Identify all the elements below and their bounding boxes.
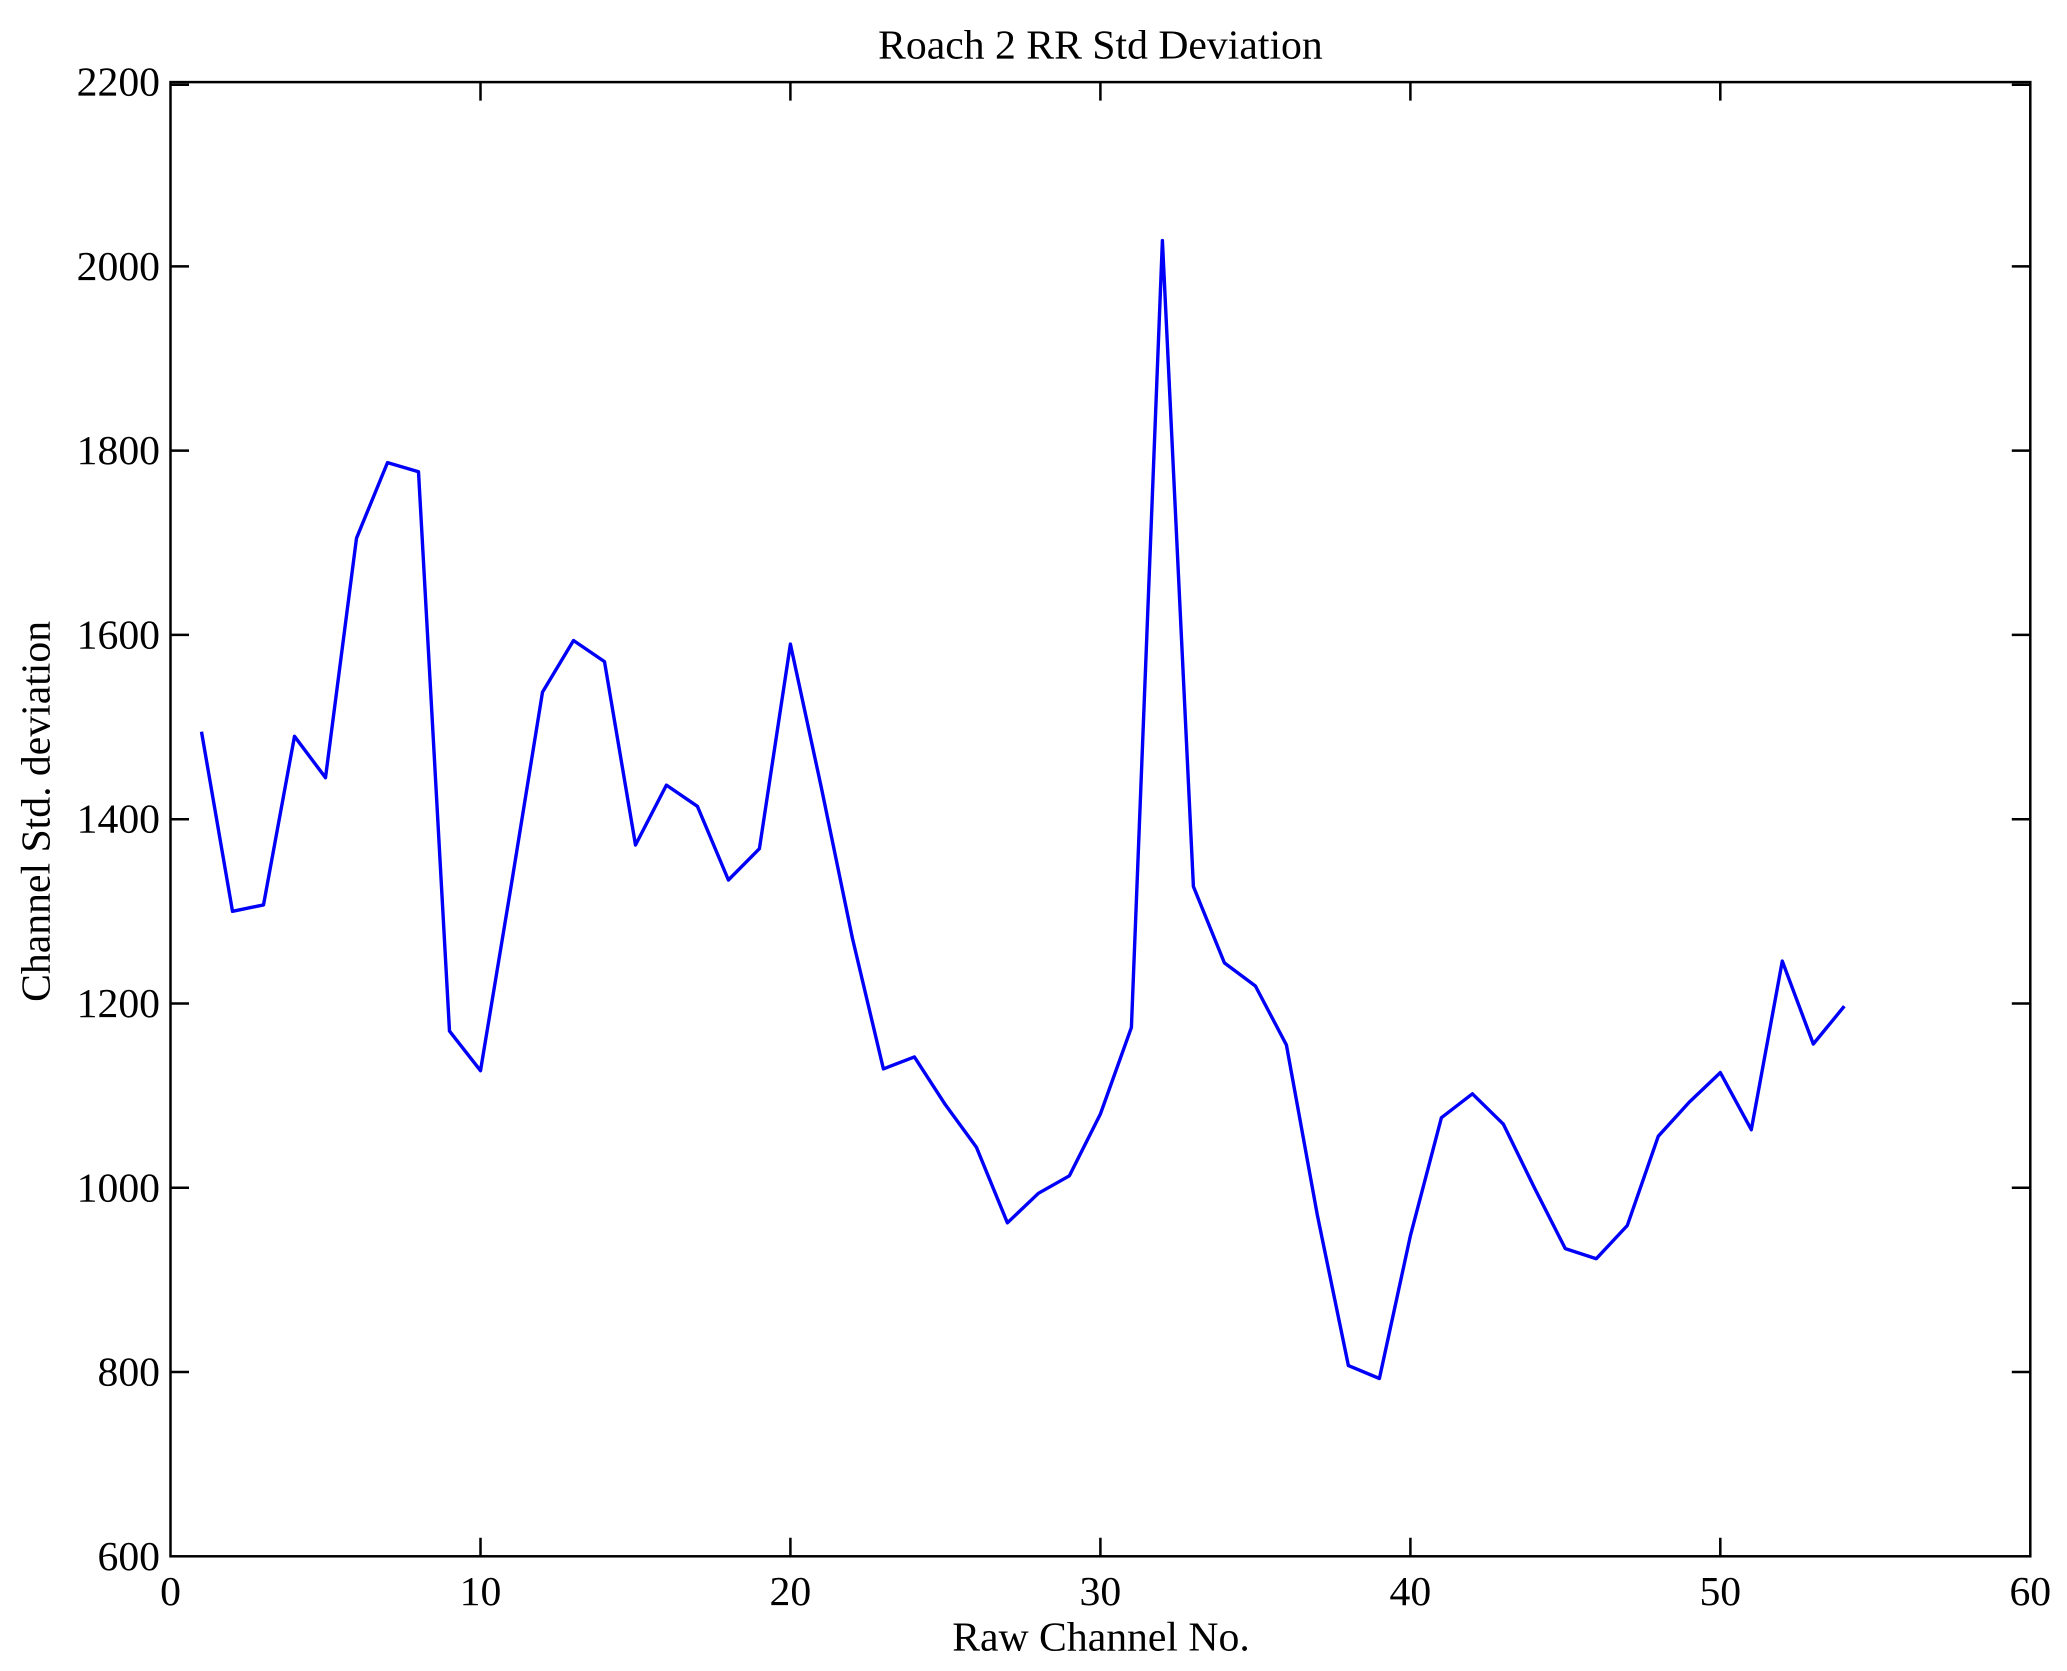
- svg-text:40: 40: [1390, 1569, 1432, 1615]
- svg-text:30: 30: [1080, 1569, 1122, 1615]
- svg-text:600: 600: [97, 1534, 160, 1580]
- svg-text:50: 50: [1699, 1569, 1741, 1615]
- svg-text:800: 800: [97, 1350, 160, 1396]
- svg-text:1800: 1800: [77, 428, 160, 474]
- svg-text:2000: 2000: [77, 244, 160, 290]
- svg-text:2200: 2200: [77, 60, 160, 106]
- svg-text:10: 10: [460, 1569, 502, 1615]
- svg-text:1200: 1200: [77, 981, 160, 1027]
- svg-text:1400: 1400: [77, 797, 160, 843]
- svg-text:20: 20: [770, 1569, 812, 1615]
- svg-text:0: 0: [160, 1569, 181, 1615]
- svg-text:1600: 1600: [77, 612, 160, 658]
- svg-text:1000: 1000: [77, 1165, 160, 1211]
- svg-text:Roach 2 RR Std Deviation: Roach 2 RR Std Deviation: [878, 23, 1323, 69]
- svg-text:Channel Std. deviation: Channel Std. deviation: [13, 621, 59, 1002]
- svg-text:60: 60: [2009, 1569, 2051, 1615]
- svg-text:Raw Channel No.: Raw Channel No.: [952, 1615, 1250, 1661]
